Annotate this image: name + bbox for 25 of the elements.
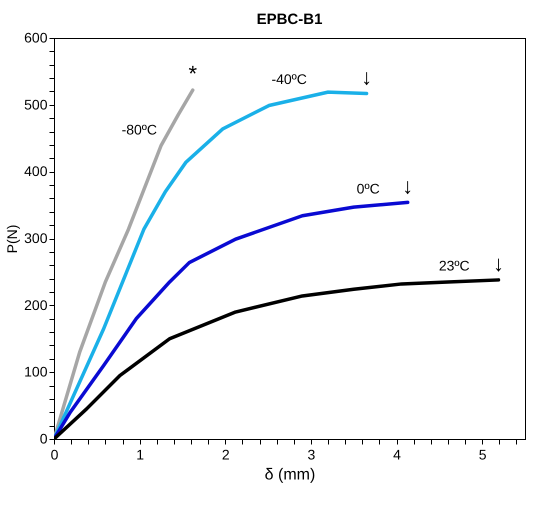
x-tick-label: 5 — [478, 446, 487, 462]
line-series — [54, 200, 410, 439]
annotation: 0ºC — [356, 180, 380, 196]
chart-title: EPBC-B1 — [256, 11, 322, 28]
y-tick-label: 500 — [24, 96, 48, 112]
y-tick-label: 300 — [24, 230, 48, 246]
x-tick-label: 2 — [222, 446, 230, 462]
y-tick-label: 100 — [24, 364, 48, 380]
y-tick-label: 400 — [24, 163, 48, 180]
annotation: * — [188, 61, 198, 86]
annotation: ↓ — [402, 173, 414, 198]
x-tick-label: 1 — [136, 446, 144, 462]
y-tick-label: 600 — [24, 30, 48, 46]
y-axis-title: P(N) — [4, 224, 20, 254]
annotation: -80ºC — [122, 122, 158, 138]
x-tick-label: 3 — [308, 446, 316, 462]
x-tick-label: 4 — [393, 446, 402, 462]
annotation: -40ºC — [271, 70, 307, 87]
annotation: ↓ — [492, 250, 504, 276]
annotation: 23ºC — [438, 257, 470, 274]
x-axis-title: δ (mm) — [264, 466, 316, 484]
annotation: ↓ — [361, 64, 372, 90]
y-tick-label: 200 — [24, 296, 48, 313]
x-tick-label: 0 — [50, 446, 59, 462]
y-tick-label: 0 — [40, 430, 48, 446]
